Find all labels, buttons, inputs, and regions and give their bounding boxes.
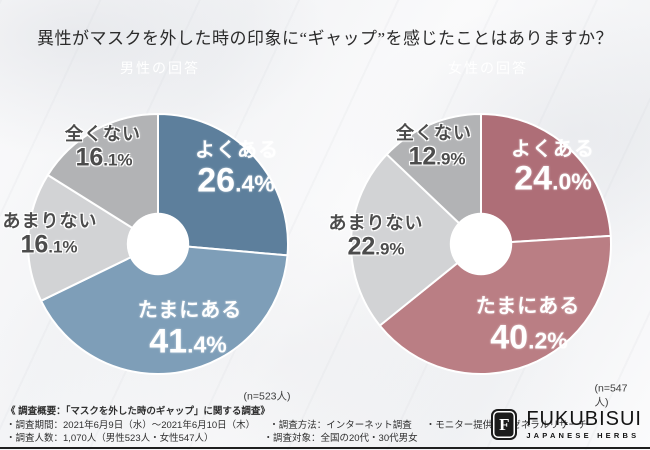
female-donut-chart [350, 113, 612, 375]
fukubisui-logo: F FUKUBISUI JAPANESE HERBS [491, 409, 642, 440]
page-title: 異性がマスクを外した時の印象に“ギャップ”を感じたことはありますか？ [36, 29, 614, 48]
slice-percent: 16.1% [20, 230, 78, 259]
slice-label: あまりない [2, 211, 98, 231]
slice-percent: 24.0% [514, 159, 592, 198]
female-sample-size: (n=547人) [594, 382, 628, 409]
bottom-divider [0, 447, 650, 449]
survey-overview-heading: 《 調査概要：「マスクを外した時のギャップ」に関する調査》 [6, 406, 270, 417]
slice-label: よくある [195, 139, 279, 162]
slice-label: あまりない [328, 213, 424, 233]
slice-label: 全くない [396, 123, 472, 143]
logo-tagline: JAPANESE HERBS [526, 431, 640, 440]
logo-monogram: F [499, 414, 510, 434]
survey-target: ・調査対象：全国の20代・30代男女 [263, 433, 418, 444]
slice-percent: 16.1% [75, 143, 133, 172]
logo-brand-name: FUKUBISUI [526, 408, 642, 430]
fukubisui-logo-icon: F [491, 409, 518, 440]
slice-percent: 12.9% [408, 142, 466, 171]
survey-detail-row: ・調査人数：1,070人（男性523人・女性547人） ・調査対象：全国の20代… [6, 432, 601, 446]
male-sample-size: (n=523人) [243, 390, 291, 403]
female-answers-badge: 女性の回答 [448, 62, 528, 77]
slice-label: たまにある [475, 295, 581, 318]
slice-percent: 22.9% [347, 232, 405, 261]
male-donut-chart [27, 113, 289, 375]
slice-label: たまにある [137, 299, 243, 322]
slice-label: 全くない [65, 124, 141, 144]
survey-respondents: ・調査人数：1,070人（男性523人・女性547人） [6, 433, 214, 444]
slice-percent: 26.4% [197, 161, 275, 200]
slice-percent: 41.4% [149, 322, 227, 361]
slice-label: よくある [511, 138, 595, 161]
slice-percent: 40.2% [490, 318, 568, 357]
survey-method: ・調査方法：インターネット調査 [269, 419, 412, 431]
male-answers-badge: 男性の回答 [120, 62, 200, 77]
logo-text-block: FUKUBISUI JAPANESE HERBS [526, 409, 642, 440]
survey-period: ・調査期間：2021年6月9日（水）～2021年6月10日（木） [6, 419, 256, 431]
